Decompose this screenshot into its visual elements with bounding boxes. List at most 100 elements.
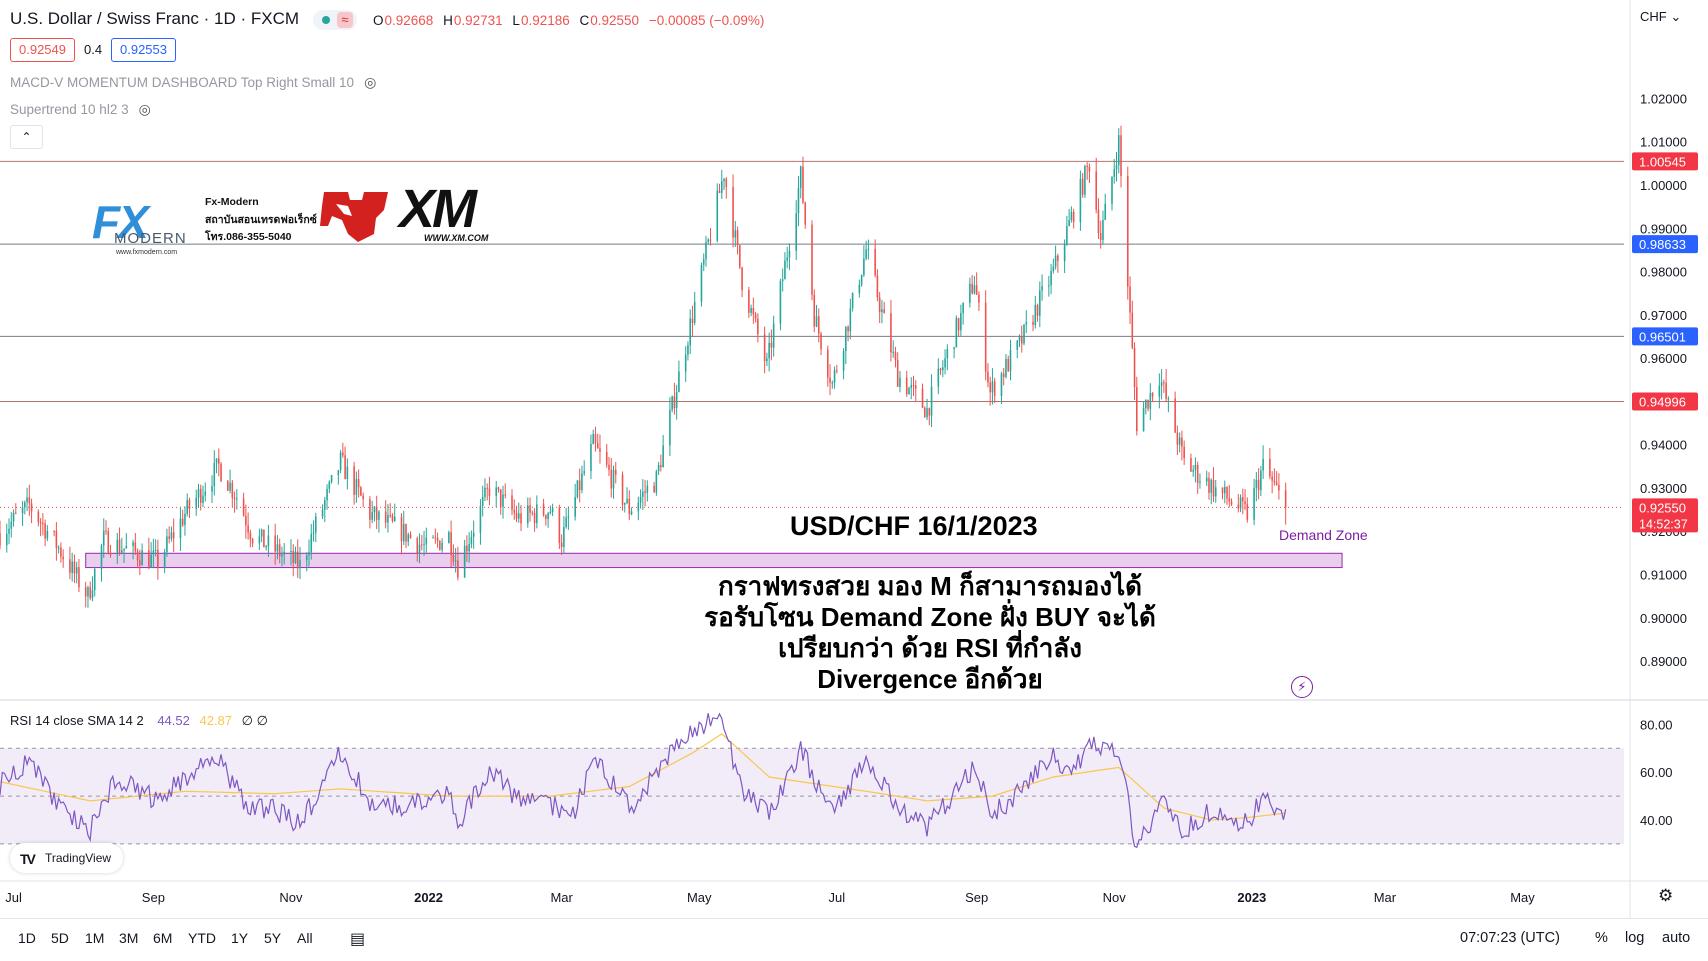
candle-body[interactable]: [655, 471, 658, 493]
eye-hidden-icon[interactable]: ◎: [364, 74, 377, 90]
candle-body[interactable]: [1199, 481, 1201, 483]
candle-body[interactable]: [957, 318, 960, 331]
candle-body[interactable]: [1041, 286, 1043, 291]
candle-body[interactable]: [299, 560, 301, 569]
candle-body[interactable]: [923, 407, 926, 418]
candle-body[interactable]: [310, 533, 313, 553]
candle-body[interactable]: [836, 370, 838, 372]
candle-body[interactable]: [671, 396, 673, 410]
candle-body[interactable]: [905, 377, 908, 395]
candle-body[interactable]: [914, 385, 917, 389]
candle-body[interactable]: [1255, 479, 1258, 488]
candle-body[interactable]: [1183, 446, 1185, 459]
candle-body[interactable]: [1054, 255, 1057, 267]
candle-body[interactable]: [44, 523, 46, 539]
calendar-range-icon[interactable]: ▤: [350, 931, 366, 948]
candle-body[interactable]: [788, 250, 791, 258]
candle-body[interactable]: [883, 309, 885, 314]
candle-body[interactable]: [1260, 470, 1262, 491]
candle-body[interactable]: [400, 516, 403, 542]
candle-body[interactable]: [608, 464, 610, 470]
candle-body[interactable]: [939, 368, 942, 371]
candle-body[interactable]: [407, 534, 410, 542]
candle-body[interactable]: [847, 326, 849, 332]
candle-body[interactable]: [481, 497, 484, 506]
candle-body[interactable]: [533, 512, 536, 523]
candle-body[interactable]: [457, 560, 459, 578]
candle-body[interactable]: [1000, 373, 1003, 397]
candle-body[interactable]: [371, 512, 373, 520]
candle-body[interactable]: [217, 458, 220, 464]
candle-body[interactable]: [441, 542, 443, 550]
candle-body[interactable]: [1136, 386, 1138, 432]
candle-body[interactable]: [450, 532, 452, 555]
candle-body[interactable]: [718, 190, 721, 193]
buy-price-button[interactable]: 0.92553: [111, 38, 176, 62]
candle-body[interactable]: [267, 535, 270, 547]
candle-body[interactable]: [673, 396, 676, 409]
candle-body[interactable]: [833, 370, 836, 383]
candle-body[interactable]: [1016, 340, 1019, 350]
candle-body[interactable]: [739, 245, 741, 268]
candle-body[interactable]: [687, 345, 689, 355]
candle-body[interactable]: [369, 499, 371, 520]
candle-body[interactable]: [637, 502, 640, 512]
candle-body[interactable]: [1020, 336, 1023, 344]
candle-body[interactable]: [502, 494, 504, 507]
candle-body[interactable]: [973, 285, 976, 294]
lightning-icon[interactable]: ⚡: [1291, 676, 1313, 698]
candle-body[interactable]: [567, 516, 570, 518]
candle-body[interactable]: [1214, 487, 1217, 497]
candle-body[interactable]: [1149, 392, 1152, 409]
candle-body[interactable]: [921, 388, 924, 408]
candle-body[interactable]: [1284, 490, 1287, 508]
candle-body[interactable]: [78, 567, 80, 588]
candle-body[interactable]: [752, 307, 755, 315]
candle-body[interactable]: [57, 547, 60, 549]
range-1y-button[interactable]: 1Y: [231, 930, 249, 946]
candle-body[interactable]: [393, 516, 396, 522]
candle-body[interactable]: [263, 529, 265, 548]
range-6m-button[interactable]: 6M: [153, 930, 173, 946]
candle-body[interactable]: [1244, 501, 1246, 505]
candle-body[interactable]: [878, 297, 881, 313]
candle-body[interactable]: [391, 515, 394, 522]
candle-body[interactable]: [197, 488, 200, 498]
candle-body[interactable]: [484, 487, 486, 498]
candle-body[interactable]: [321, 509, 324, 517]
candle-body[interactable]: [1070, 211, 1073, 221]
candle-body[interactable]: [292, 550, 295, 563]
candle-body[interactable]: [1117, 135, 1120, 166]
candle-body[interactable]: [1081, 178, 1084, 195]
candle-body[interactable]: [188, 500, 191, 509]
candle-body[interactable]: [37, 511, 40, 523]
candle-body[interactable]: [732, 187, 734, 238]
candle-body[interactable]: [899, 377, 901, 387]
candle-body[interactable]: [527, 505, 529, 524]
candle-body[interactable]: [912, 384, 915, 386]
candle-body[interactable]: [820, 333, 822, 350]
candle-body[interactable]: [486, 487, 488, 489]
candle-body[interactable]: [148, 550, 150, 568]
candle-body[interactable]: [797, 187, 800, 214]
candle-body[interactable]: [669, 409, 671, 446]
candle-body[interactable]: [233, 497, 236, 499]
candle-body[interactable]: [849, 308, 852, 332]
candle-body[interactable]: [346, 466, 349, 480]
candle-body[interactable]: [102, 530, 105, 546]
candle-body[interactable]: [860, 274, 863, 285]
candle-body[interactable]: [590, 444, 592, 472]
candle-body[interactable]: [1271, 476, 1273, 481]
candle-body[interactable]: [312, 532, 315, 534]
candle-body[interactable]: [242, 498, 245, 516]
candle-body[interactable]: [1275, 482, 1278, 485]
candle-body[interactable]: [565, 517, 567, 528]
candle-body[interactable]: [1242, 497, 1244, 502]
range-3m-button[interactable]: 3M: [119, 930, 139, 946]
candle-body[interactable]: [274, 535, 276, 552]
candle-body[interactable]: [1176, 432, 1179, 445]
candle-body[interactable]: [231, 482, 234, 498]
candle-body[interactable]: [434, 537, 437, 539]
candle-body[interactable]: [1223, 486, 1226, 494]
candle-body[interactable]: [1066, 226, 1068, 245]
